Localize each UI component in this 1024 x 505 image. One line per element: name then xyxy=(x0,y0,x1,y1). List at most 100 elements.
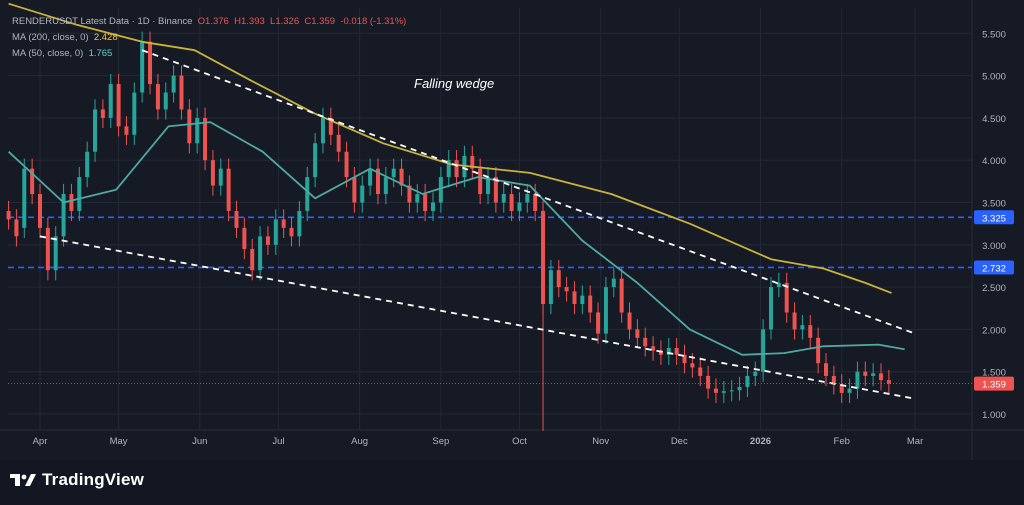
candle-body-18 xyxy=(148,41,153,85)
candle-body-98 xyxy=(776,282,781,288)
candle-body-91 xyxy=(721,391,726,393)
ma200-label: MA (200, close, 0) xyxy=(12,32,89,43)
candle-body-47 xyxy=(375,168,380,195)
candle-body-84 xyxy=(666,348,671,355)
last-price-label-bg xyxy=(974,376,1014,391)
candle-body-54 xyxy=(431,202,435,211)
candle-body-102 xyxy=(808,325,813,338)
candle-body-75 xyxy=(596,312,601,334)
candle-body-29 xyxy=(234,210,239,228)
candle-body-85 xyxy=(674,348,679,355)
open-value: O1.376 xyxy=(197,16,229,27)
candle-body-111 xyxy=(879,373,884,381)
time-tick-9: 2026 xyxy=(750,436,771,447)
candle-body-12 xyxy=(100,109,105,118)
candle-body-41 xyxy=(328,117,333,135)
time-tick-0: Apr xyxy=(33,436,48,447)
chart-background xyxy=(0,0,1024,460)
time-tick-2: Jun xyxy=(192,436,207,447)
time-tick-3: Jul xyxy=(272,436,284,447)
time-tick-6: Oct xyxy=(512,436,527,447)
candle-body-112 xyxy=(886,380,891,384)
level-label-bg-0 xyxy=(974,210,1014,225)
candle-body-56 xyxy=(446,160,451,178)
ma50-label: MA (50, close, 0) xyxy=(12,48,84,59)
candle-body-4 xyxy=(38,194,42,228)
candle-body-86 xyxy=(682,354,687,364)
level-label-1: 2.732 xyxy=(982,263,1006,274)
high-value: H1.393 xyxy=(234,16,265,27)
candle-body-27 xyxy=(218,168,223,186)
candle-body-100 xyxy=(792,312,797,330)
candle-body-66 xyxy=(525,194,530,203)
candle-body-97 xyxy=(768,287,773,330)
price-tick-4: 3.500 xyxy=(982,199,1006,210)
time-tick-11: Mar xyxy=(907,436,923,447)
price-chart[interactable]: 3.325 2.732 1.359 5.500 5.000 4.500 4.000 3.500… xyxy=(0,0,1024,460)
price-tick-7: 2.000 xyxy=(982,325,1006,336)
chart-legend: RENDERUSDT Latest Data · 1D · Binance O1… xyxy=(12,14,406,62)
candle-body-17 xyxy=(140,41,145,93)
candle-body-49 xyxy=(391,168,396,178)
candle-body-72 xyxy=(572,291,577,305)
candle-body-89 xyxy=(706,375,711,389)
candle-body-65 xyxy=(517,202,522,211)
candle-body-88 xyxy=(698,367,703,376)
time-tick-10: Feb xyxy=(834,436,850,447)
candle-body-59 xyxy=(470,155,475,169)
candle-body-62 xyxy=(493,177,498,203)
candle-body-90 xyxy=(713,388,718,393)
candle-body-64 xyxy=(509,194,514,211)
tradingview-logo[interactable]: TradingView xyxy=(10,470,144,490)
candle-body-9 xyxy=(77,177,82,211)
tradingview-wordmark: TradingView xyxy=(42,470,145,489)
close-value: C1.359 xyxy=(304,16,336,27)
candle-body-92 xyxy=(729,390,734,392)
candle-body-69 xyxy=(548,270,553,305)
candle-body-73 xyxy=(580,295,585,305)
candle-body-51 xyxy=(407,185,412,203)
candle-body-34 xyxy=(273,219,278,245)
time-tick-7: Nov xyxy=(592,436,609,447)
candle-body-105 xyxy=(831,375,836,385)
wedge-lower-line xyxy=(39,235,916,400)
price-tick-8: 1.500 xyxy=(982,368,1006,379)
price-tick-2: 4.500 xyxy=(982,114,1006,125)
legend-ma200-row: MA (200, close, 0) 2.428 xyxy=(12,30,406,46)
candle-body-0 xyxy=(6,210,11,220)
candle-body-46 xyxy=(368,168,373,186)
candle-body-20 xyxy=(163,92,168,110)
candle-body-8 xyxy=(69,194,74,211)
candle-body-55 xyxy=(438,177,443,203)
candle-body-35 xyxy=(281,219,286,228)
candle-body-68 xyxy=(541,210,546,305)
symbol-line: RENDERUSDT Latest Data · 1D · Binance xyxy=(12,16,193,27)
candle-body-110 xyxy=(871,373,876,376)
ma50-line xyxy=(7,121,905,356)
candle-body-71 xyxy=(564,287,569,292)
candle-body-109 xyxy=(863,371,868,376)
candle-body-81 xyxy=(643,337,648,347)
price-tick-6: 2.500 xyxy=(982,283,1006,294)
candle-body-5 xyxy=(45,227,50,271)
candle-body-99 xyxy=(784,282,789,313)
candle-body-106 xyxy=(839,384,844,393)
candle-body-63 xyxy=(501,194,506,203)
low-value: L1.326 xyxy=(270,16,300,27)
candle-body-70 xyxy=(556,270,561,288)
time-tick-8: Dec xyxy=(671,436,688,447)
candle-body-25 xyxy=(203,117,208,161)
candle-body-57 xyxy=(454,160,459,178)
candle-body-83 xyxy=(658,350,663,355)
candle-body-60 xyxy=(478,168,483,195)
candle-body-21 xyxy=(171,75,176,93)
candle-body-107 xyxy=(847,388,852,393)
candle-body-44 xyxy=(352,177,357,203)
candle-body-87 xyxy=(690,363,695,368)
tradingview-logo-icon xyxy=(10,474,36,486)
candle-body-61 xyxy=(486,177,491,195)
level-label-0: 3.325 xyxy=(982,213,1006,224)
candle-body-93 xyxy=(737,386,742,391)
candle-body-3 xyxy=(30,168,35,195)
candle-body-28 xyxy=(226,168,231,211)
